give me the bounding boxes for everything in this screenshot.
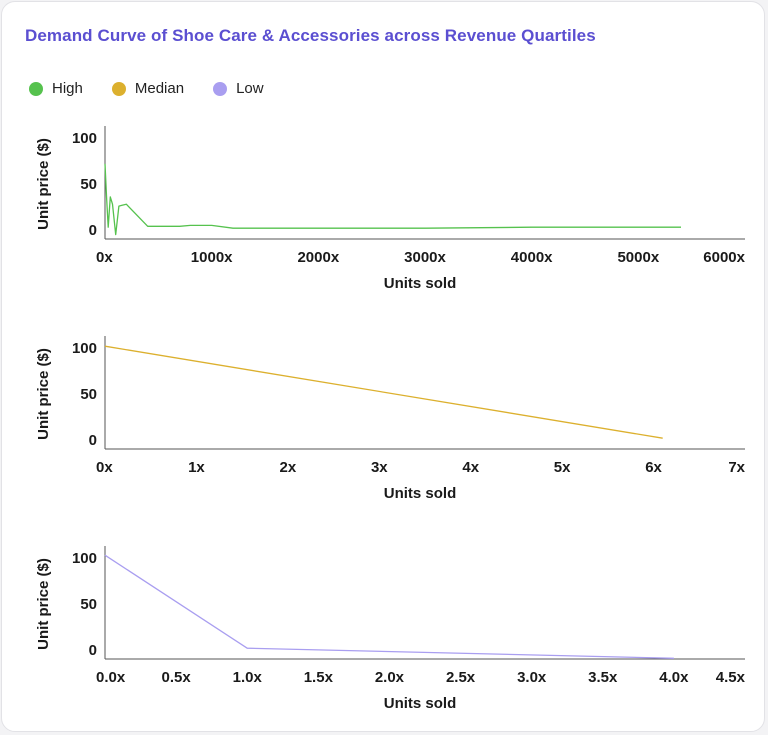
x-tick-label: 0.0x bbox=[96, 669, 126, 686]
x-tick-label: 6x bbox=[645, 459, 662, 476]
legend-label-low: Low bbox=[236, 80, 264, 97]
x-tick-label: 4.5x bbox=[716, 669, 746, 686]
legend-label-median: Median bbox=[134, 80, 185, 97]
x-tick-label: 1000x bbox=[191, 249, 233, 266]
x-tick-label: 3000x bbox=[404, 249, 446, 266]
x-tick-label: 2.5x bbox=[446, 669, 476, 686]
x-tick-label: 3x bbox=[371, 459, 388, 476]
legend-swatch-low bbox=[213, 81, 228, 96]
y-tick-label: 50 bbox=[80, 386, 97, 403]
chart-panel-median: 0 50 100 0x 1x 2x 3x 4x 5x 6x 7x Units sold Unit pri… bbox=[35, 336, 746, 502]
x-tick-label: 3.5x bbox=[588, 669, 618, 686]
chart-panel-low: 0 50 100 0.0x 0.5x 1.0x 1.5x 2.0x 2.5x 3.0x 3.5x 4.… bbox=[35, 546, 746, 712]
y-tick-label: 50 bbox=[80, 596, 97, 613]
series-line-low bbox=[104, 554, 674, 659]
x-tick-label: 4.0x bbox=[659, 669, 689, 686]
x-tick-label: 7x bbox=[728, 459, 745, 476]
x-axis-title: Units sold bbox=[384, 485, 457, 502]
y-tick-label: 100 bbox=[72, 130, 97, 147]
x-tick-label: 5x bbox=[554, 459, 571, 476]
x-tick-label: 2.0x bbox=[375, 669, 405, 686]
legend-swatch-high bbox=[29, 81, 43, 96]
x-tick-label: 1.5x bbox=[304, 669, 334, 686]
x-tick-label: 5000x bbox=[617, 249, 659, 266]
legend-item-median[interactable]: Median bbox=[111, 80, 185, 97]
legend-label-high: High bbox=[52, 80, 83, 97]
x-tick-label: 3.0x bbox=[517, 669, 547, 686]
x-tick-label: 6000x bbox=[703, 249, 745, 266]
chart-title: Demand Curve of Shoe Care & Accessories … bbox=[25, 26, 596, 45]
x-tick-label: 1.0x bbox=[233, 669, 263, 686]
legend-swatch-median bbox=[111, 81, 126, 96]
x-tick-label: 0x bbox=[96, 459, 113, 476]
legend-item-low[interactable]: Low bbox=[213, 80, 264, 97]
y-tick-label: 0 bbox=[89, 642, 97, 659]
x-tick-label: 4000x bbox=[511, 249, 553, 266]
x-axis-title: Units sold bbox=[384, 275, 457, 292]
x-tick-label: 1x bbox=[188, 459, 205, 476]
y-tick-label: 50 bbox=[80, 176, 97, 193]
y-tick-label: 100 bbox=[72, 340, 97, 357]
y-axis-title: Unit price ($) bbox=[35, 138, 52, 230]
legend: High Median Low bbox=[29, 80, 293, 97]
x-axis-title: Units sold bbox=[384, 695, 457, 712]
y-tick-label: 0 bbox=[89, 432, 97, 449]
x-tick-label: 2x bbox=[280, 459, 297, 476]
series-line-median bbox=[104, 345, 663, 439]
legend-item-high[interactable]: High bbox=[29, 80, 83, 97]
x-tick-label: 0x bbox=[96, 249, 113, 266]
y-tick-label: 0 bbox=[89, 222, 97, 239]
y-axis-title: Unit price ($) bbox=[35, 558, 52, 650]
y-tick-label: 100 bbox=[72, 550, 97, 567]
series-line-high bbox=[104, 163, 681, 236]
x-tick-label: 4x bbox=[462, 459, 479, 476]
y-axis-title: Unit price ($) bbox=[35, 348, 52, 440]
x-tick-label: 0.5x bbox=[162, 669, 192, 686]
x-tick-label: 2000x bbox=[297, 249, 339, 266]
